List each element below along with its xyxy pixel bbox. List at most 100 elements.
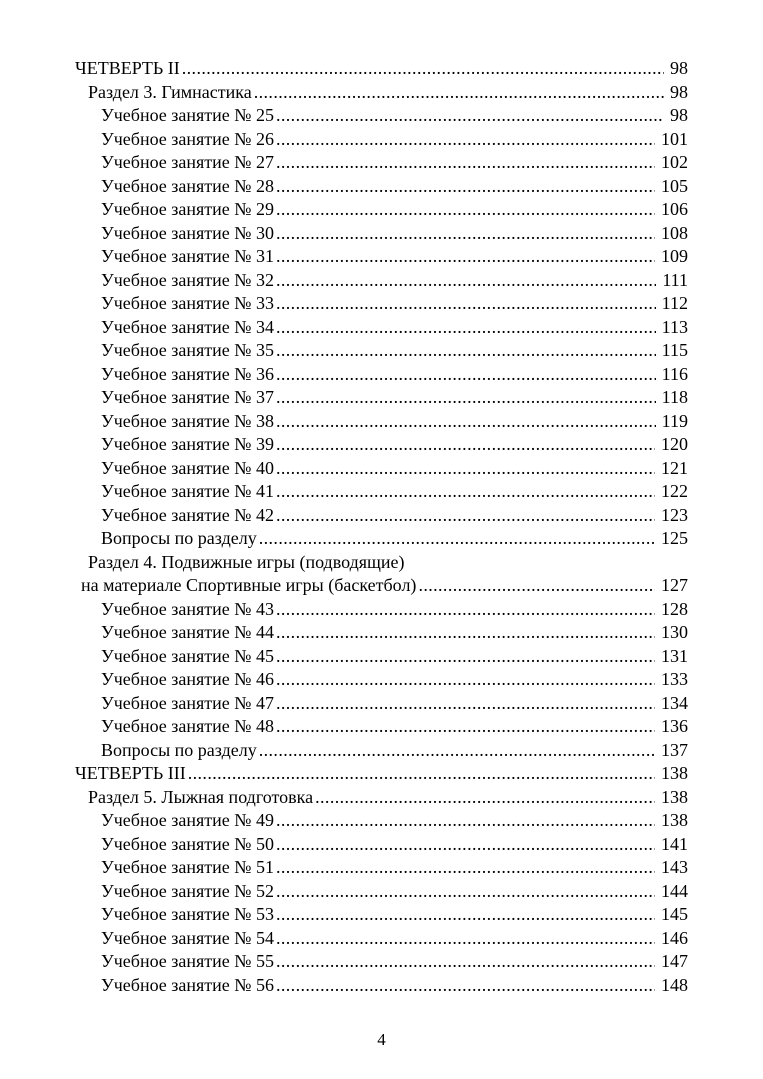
toc-entry[interactable]: Учебное занятие № 28 105 <box>75 175 688 199</box>
toc-entry[interactable]: Учебное занятие № 43 128 <box>75 598 688 622</box>
toc-entry[interactable]: Раздел 3. Гимнастика 98 <box>75 81 688 105</box>
toc-dot-leader <box>276 410 656 434</box>
toc-entry[interactable]: Учебное занятие № 55 147 <box>75 950 688 974</box>
toc-entry[interactable]: Учебное занятие № 26 101 <box>75 128 688 152</box>
toc-entry-page: 127 <box>661 575 688 595</box>
toc-entry[interactable]: ЧЕТВЕРТЬ III 138 <box>75 762 688 786</box>
toc-entry-title: Учебное занятие № 42 <box>101 504 274 525</box>
toc-dot-leader <box>276 363 656 387</box>
toc-entry[interactable]: Учебное занятие № 49 138 <box>75 809 688 833</box>
toc-entry-title: Учебное занятие № 26 <box>101 128 274 149</box>
toc-dot-leader <box>276 386 656 410</box>
toc-entry-page: 125 <box>661 528 688 548</box>
toc-dot-leader <box>276 104 664 128</box>
toc-entry[interactable]: Раздел 4. Подвижные игры (подводящие) <box>75 551 688 575</box>
toc-entry[interactable]: Учебное занятие № 48 136 <box>75 715 688 739</box>
toc-entry-page: 133 <box>661 669 688 689</box>
toc-entry-title: Учебное занятие № 29 <box>101 199 274 219</box>
toc-dot-leader <box>276 292 656 316</box>
toc-dot-leader <box>188 762 655 786</box>
toc-entry-title: Учебное занятие № 54 <box>101 927 274 948</box>
toc-dot-leader <box>182 57 664 81</box>
toc-entry[interactable]: Учебное занятие № 30 108 <box>75 222 688 246</box>
toc-entry[interactable]: Учебное занятие № 36 116 <box>75 363 688 387</box>
toc-entry-page: 109 <box>661 246 688 266</box>
toc-entry[interactable]: Учебное занятие № 45 131 <box>75 645 688 669</box>
toc-dot-leader <box>276 504 655 528</box>
toc-entry-page: 147 <box>661 951 688 971</box>
toc-entry-title: Учебное занятие № 33 <box>101 293 274 313</box>
toc-entry-page: 137 <box>661 739 688 760</box>
toc-entry-page: 122 <box>661 481 688 501</box>
toc-entry-page: 112 <box>661 293 688 313</box>
toc-entry-page: 105 <box>661 175 688 196</box>
toc-entry[interactable]: на материале Спортивные игры (баскетбол)… <box>75 574 688 598</box>
toc-entry[interactable]: Учебное занятие № 34 113 <box>75 316 688 340</box>
toc-entry-title: Учебное занятие № 36 <box>101 363 274 384</box>
toc-entry-page: 134 <box>661 692 688 713</box>
toc-entry-title: Учебное занятие № 31 <box>101 246 274 266</box>
toc-entry-title: Учебное занятие № 51 <box>101 857 274 877</box>
toc-entry-page: 123 <box>661 504 688 525</box>
toc-entry-title: Учебное занятие № 44 <box>101 622 274 642</box>
toc-entry-page: 115 <box>661 340 688 360</box>
toc-entry[interactable]: Учебное занятие № 50 141 <box>75 833 688 857</box>
toc-dot-leader <box>276 974 655 998</box>
toc-entry[interactable]: Учебное занятие № 37 118 <box>75 386 688 410</box>
toc-dot-leader <box>276 880 655 904</box>
toc-dot-leader <box>276 198 655 222</box>
toc-entry[interactable]: Учебное занятие № 27 102 <box>75 151 688 175</box>
toc-entry[interactable]: Учебное занятие № 53 145 <box>75 903 688 927</box>
toc-entry[interactable]: Вопросы по разделу 125 <box>75 527 688 551</box>
toc-entry[interactable]: Учебное занятие № 32 111 <box>75 269 688 293</box>
toc-dot-leader <box>276 316 656 340</box>
toc-entry-page: 138 <box>661 810 688 830</box>
toc-entry-page: 121 <box>661 457 688 478</box>
toc-entry[interactable]: Учебное занятие № 41 122 <box>75 480 688 504</box>
toc-entry[interactable]: Учебное занятие № 39 120 <box>75 433 688 457</box>
toc-entry-page: 138 <box>661 763 688 783</box>
toc-entry-page: 141 <box>661 833 688 854</box>
toc-entry[interactable]: Учебное занятие № 38 119 <box>75 410 688 434</box>
toc-entry-page: 146 <box>661 927 688 948</box>
toc-entry[interactable]: Учебное занятие № 52 144 <box>75 880 688 904</box>
toc-entry-title: Учебное занятие № 32 <box>101 269 274 290</box>
toc-entry[interactable]: Учебное занятие № 47 134 <box>75 692 688 716</box>
toc-entry-page: 118 <box>661 387 688 407</box>
toc-entry-title: Учебное занятие № 45 <box>101 645 274 666</box>
toc-entry-page: 98 <box>670 105 688 125</box>
toc-entry-page: 119 <box>661 410 688 431</box>
toc-entry[interactable]: Учебное занятие № 56 148 <box>75 974 688 998</box>
toc-entry-title: Раздел 4. Подвижные игры (подводящие) <box>88 551 405 572</box>
toc-dot-leader <box>315 786 655 810</box>
toc-dot-leader <box>276 903 655 927</box>
toc-entry-title: Учебное занятие № 25 <box>101 105 274 125</box>
toc-entry-page: 106 <box>661 199 688 219</box>
toc-entry[interactable]: Учебное занятие № 29 106 <box>75 198 688 222</box>
toc-dot-leader <box>276 151 655 175</box>
toc-entry-title: Учебное занятие № 40 <box>101 457 274 478</box>
toc-entry[interactable]: Учебное занятие № 46 133 <box>75 668 688 692</box>
toc-entry-title: Раздел 5. Лыжная подготовка <box>88 786 314 807</box>
page-footer: 4 <box>0 1029 763 1051</box>
toc-entry[interactable]: Учебное занятие № 35 115 <box>75 339 688 363</box>
toc-entry[interactable]: Учебное занятие № 40 121 <box>75 457 688 481</box>
toc-entry[interactable]: Учебное занятие № 54 146 <box>75 927 688 951</box>
toc-entry[interactable]: ЧЕТВЕРТЬ II 98 <box>75 57 688 81</box>
toc-entry-title: Учебное занятие № 30 <box>101 222 274 243</box>
toc-entry-title: Учебное занятие № 50 <box>101 833 274 854</box>
toc-dot-leader <box>276 809 655 833</box>
toc-entry-page: 108 <box>661 222 688 243</box>
toc-dot-leader <box>276 245 655 269</box>
toc-entry[interactable]: Учебное занятие № 33 112 <box>75 292 688 316</box>
toc-entry-page: 143 <box>661 857 688 877</box>
toc-entry[interactable]: Учебное занятие № 31 109 <box>75 245 688 269</box>
toc-entry[interactable]: Вопросы по разделу 137 <box>75 739 688 763</box>
toc-entry[interactable]: Учебное занятие № 51 143 <box>75 856 688 880</box>
toc-entry-title: Учебное занятие № 41 <box>101 481 274 501</box>
toc-entry[interactable]: Учебное занятие № 42 123 <box>75 504 688 528</box>
toc-entry[interactable]: Учебное занятие № 25 98 <box>75 104 688 128</box>
toc-dot-leader <box>276 480 655 504</box>
toc-entry[interactable]: Учебное занятие № 44 130 <box>75 621 688 645</box>
toc-entry[interactable]: Раздел 5. Лыжная подготовка 138 <box>75 786 688 810</box>
